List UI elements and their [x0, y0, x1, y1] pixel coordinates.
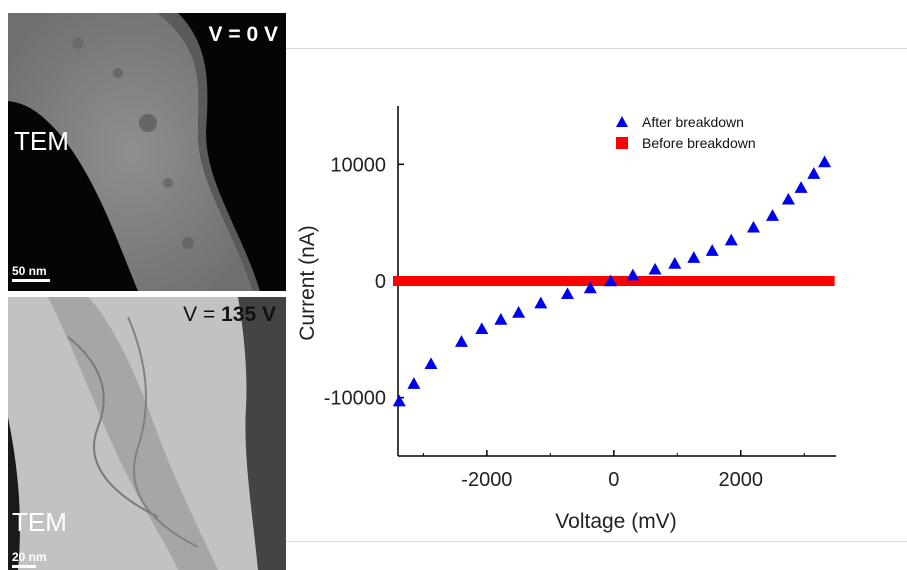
after-breakdown-point [766, 209, 780, 221]
after-breakdown-point [818, 155, 832, 168]
scale-bar-bottom [12, 565, 36, 568]
after-breakdown-point [705, 244, 719, 256]
voltage-label-bottom: V = 135 V [183, 303, 276, 327]
legend: After breakdown Before breakdown [616, 114, 756, 151]
after-breakdown-point [687, 251, 701, 263]
y-tick-label: 0 [375, 271, 386, 293]
x-tick-label: -2000 [461, 469, 512, 491]
after-breakdown-point [807, 167, 821, 179]
after-breakdown-point [534, 296, 548, 309]
after-breakdown-point [424, 357, 438, 370]
tem-label-bottom: TEM [12, 507, 67, 537]
chart-frame-bottom-line [286, 541, 907, 542]
voltage-label-top: V = 0 V [208, 23, 278, 46]
after-breakdown-point [454, 335, 468, 347]
voltage-value-bottom: 135 V [221, 303, 276, 326]
iv-chart-svg: -10000 0 10000 -2000 0 2000 After breakdown Be… [296, 106, 836, 533]
after-breakdown-point [407, 377, 421, 389]
after-breakdown-point [494, 313, 508, 325]
y-tick-label: -10000 [324, 388, 386, 410]
after-breakdown-point [724, 233, 738, 246]
tem-image-before-graphic [8, 13, 286, 291]
y-axis-label: Current (nA) [296, 225, 319, 341]
legend-label-before: Before breakdown [642, 135, 756, 151]
tem-image-before: TEM V = 0 V 50 nm [8, 13, 286, 291]
after-breakdown-point [512, 306, 526, 318]
after-breakdown-point [560, 287, 574, 300]
tem-image-after-graphic [8, 297, 286, 570]
before-breakdown-series [393, 276, 835, 286]
voltage-prefix-bottom: V = [183, 303, 222, 326]
y-tick-label: 10000 [330, 154, 386, 176]
after-breakdown-point [781, 192, 795, 205]
legend-marker-after [616, 116, 628, 127]
axes: -10000 0 10000 -2000 0 2000 [324, 106, 836, 491]
x-axis-label: Voltage (mV) [555, 510, 676, 533]
x-tick-label: 2000 [719, 469, 764, 491]
legend-label-after: After breakdown [642, 114, 744, 130]
after-breakdown-point [794, 181, 808, 193]
after-breakdown-point [668, 257, 682, 269]
scale-bar-top [12, 279, 50, 282]
after-breakdown-point [583, 281, 597, 294]
before-breakdown-point [824, 276, 835, 286]
after-breakdown-series [392, 155, 832, 407]
chart-frame-top-line [286, 48, 907, 49]
scale-text-bottom: 20 nm [12, 550, 47, 564]
after-breakdown-point [475, 322, 489, 335]
after-breakdown-point [392, 394, 406, 407]
iv-chart: -10000 0 10000 -2000 0 2000 After breakdown Be… [286, 48, 907, 542]
scale-text-top: 50 nm [12, 264, 47, 278]
tem-image-after: TEM V = 135 V 20 nm [8, 297, 286, 570]
after-breakdown-point [626, 268, 640, 281]
x-tick-label: 0 [608, 469, 619, 491]
after-breakdown-point [604, 274, 618, 287]
after-breakdown-point [648, 262, 662, 275]
tem-label-top: TEM [14, 126, 69, 156]
legend-marker-before [616, 137, 628, 149]
after-breakdown-point [746, 220, 760, 233]
